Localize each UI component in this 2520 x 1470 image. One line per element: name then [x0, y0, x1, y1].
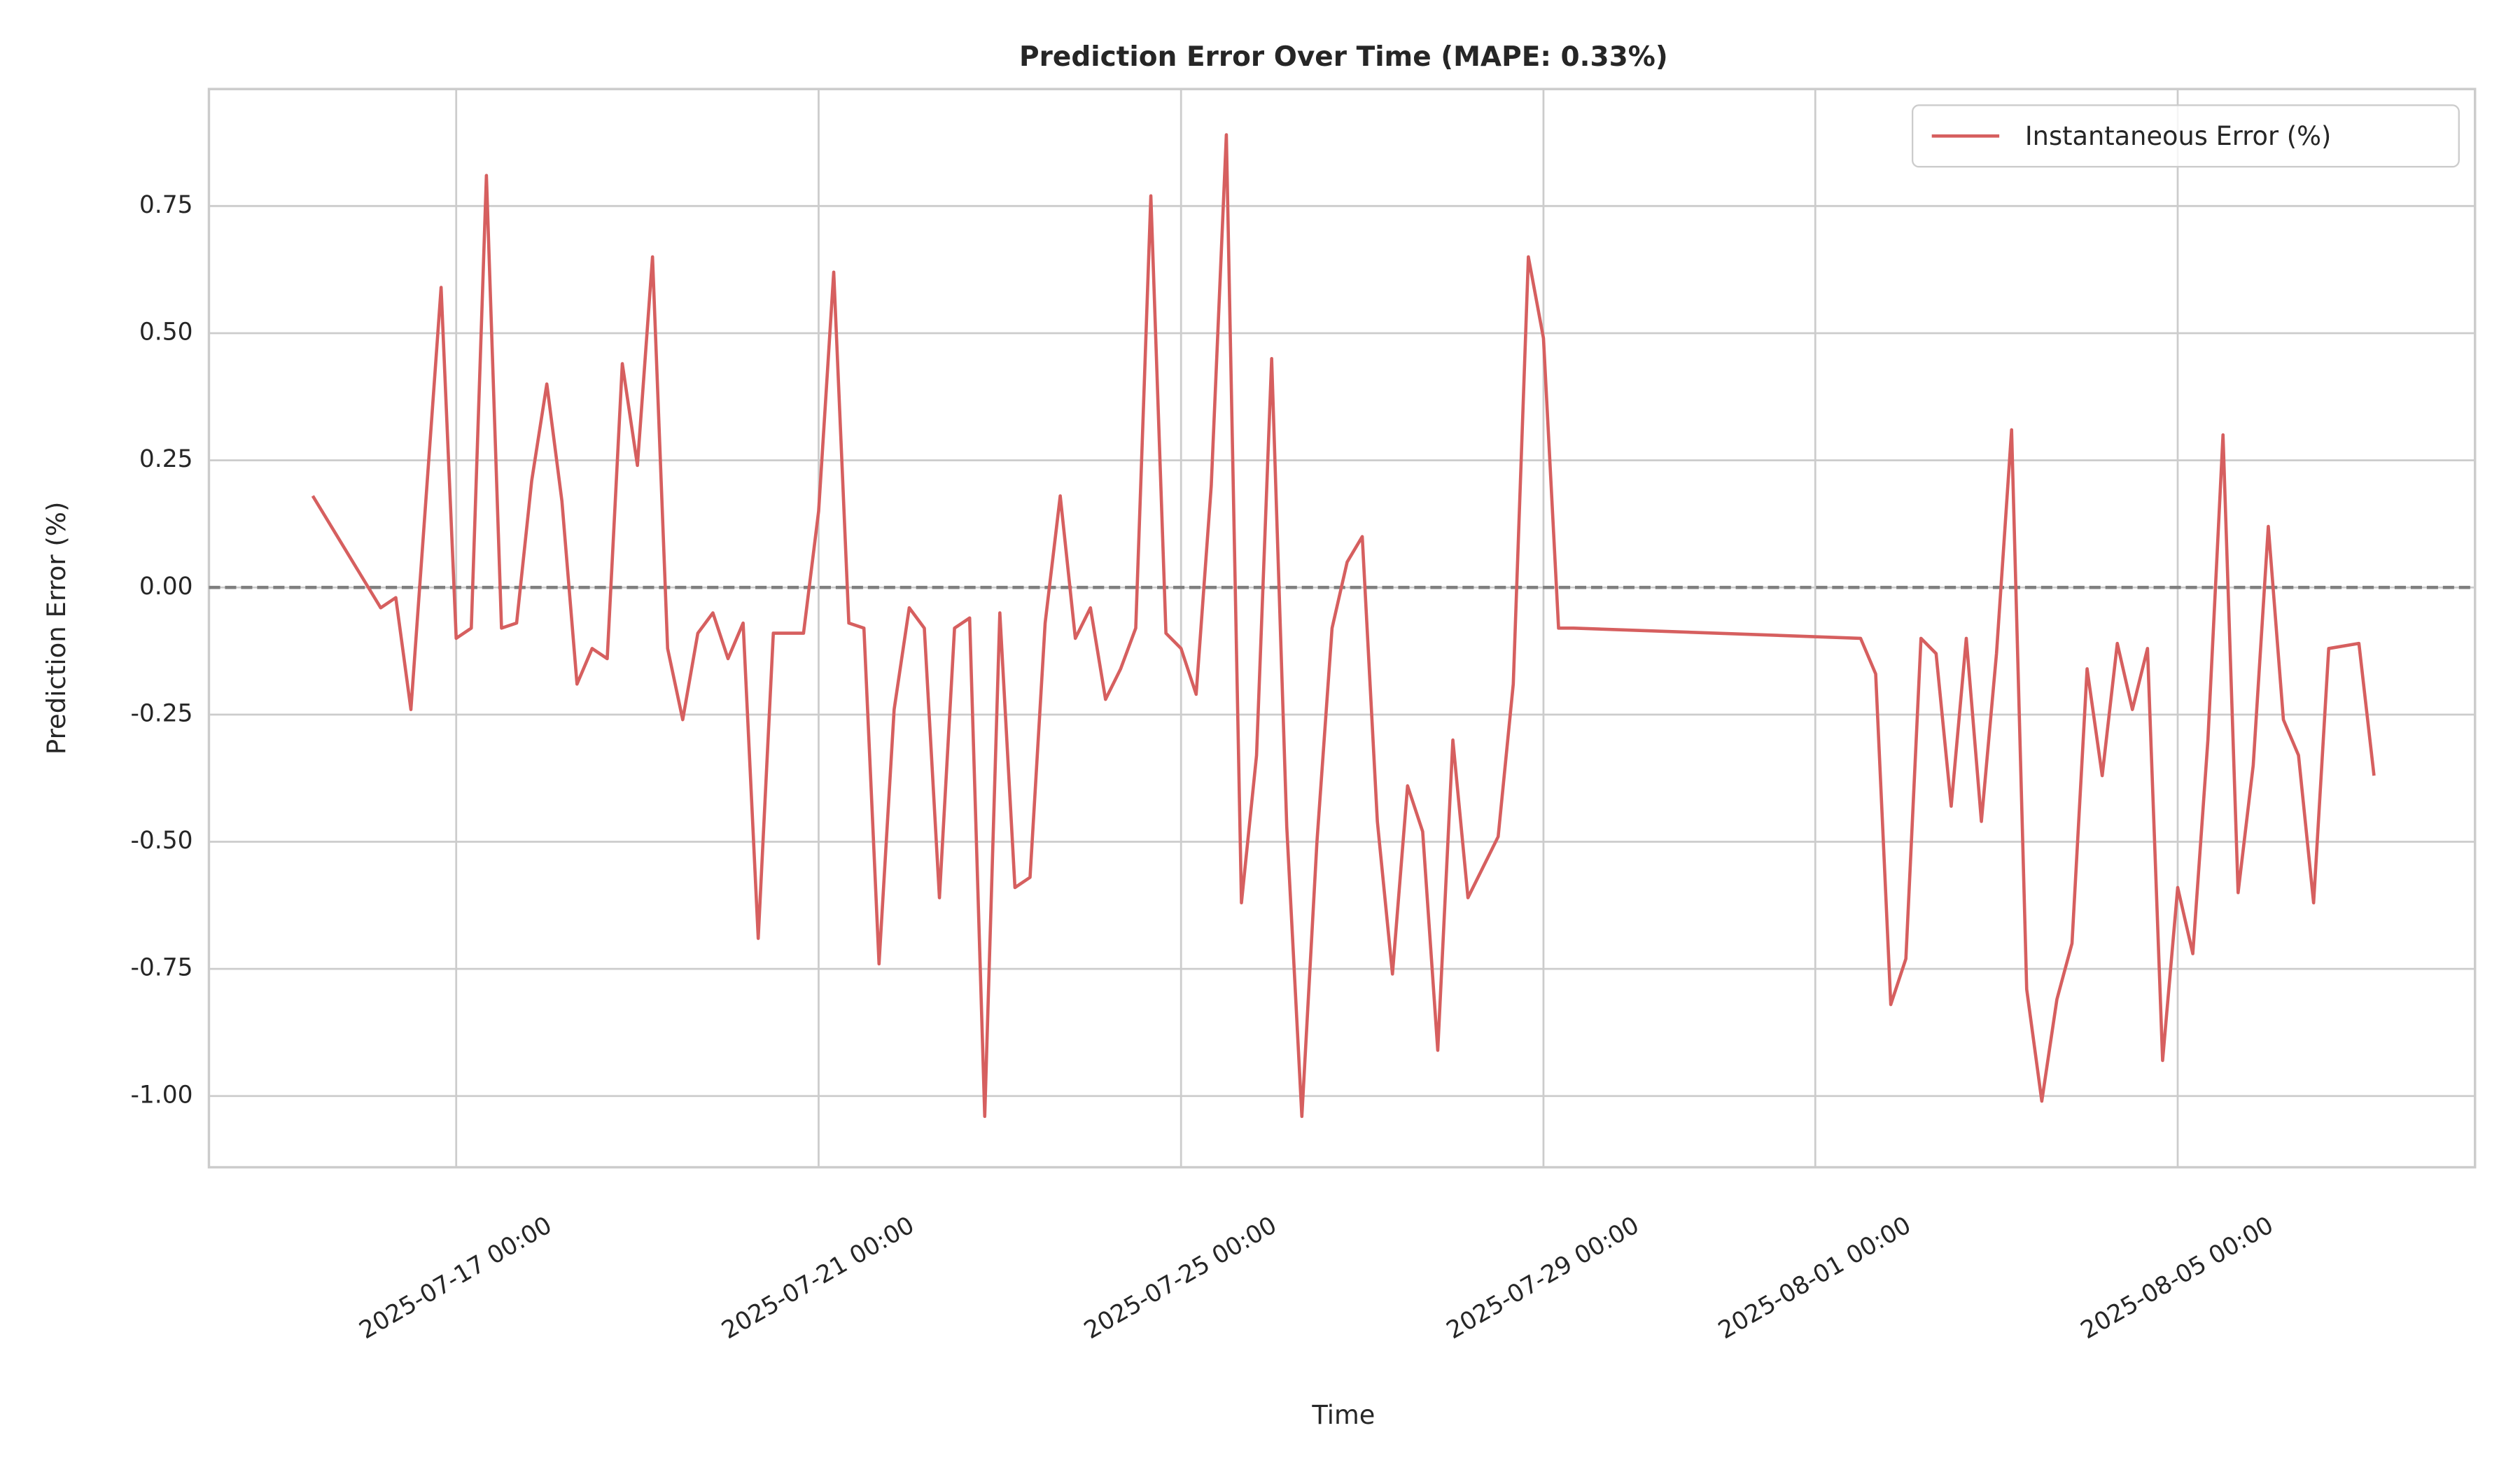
y-tick-label: 0.25: [139, 445, 193, 473]
series-line: [311, 133, 2376, 1119]
y-tick-label: -1.00: [130, 1081, 192, 1109]
y-tick-label: 0.00: [139, 573, 193, 601]
y-tick-label: -0.75: [130, 954, 192, 982]
legend-label: Instantaneous Error (%): [2025, 121, 2331, 151]
x-axis-label: Time: [1311, 1400, 1375, 1430]
chart-title: Prediction Error Over Time (MAPE: 0.33%): [1019, 41, 1668, 73]
y-axis-label: Prediction Error (%): [41, 502, 71, 755]
plot-frame: [207, 88, 2477, 1169]
legend-box: [1911, 104, 2460, 168]
y-tick-label: 0.75: [139, 191, 193, 219]
y-tick-label: 0.50: [139, 318, 193, 346]
y-tick-label: -0.50: [130, 827, 192, 855]
y-tick-label: -0.25: [130, 699, 192, 727]
